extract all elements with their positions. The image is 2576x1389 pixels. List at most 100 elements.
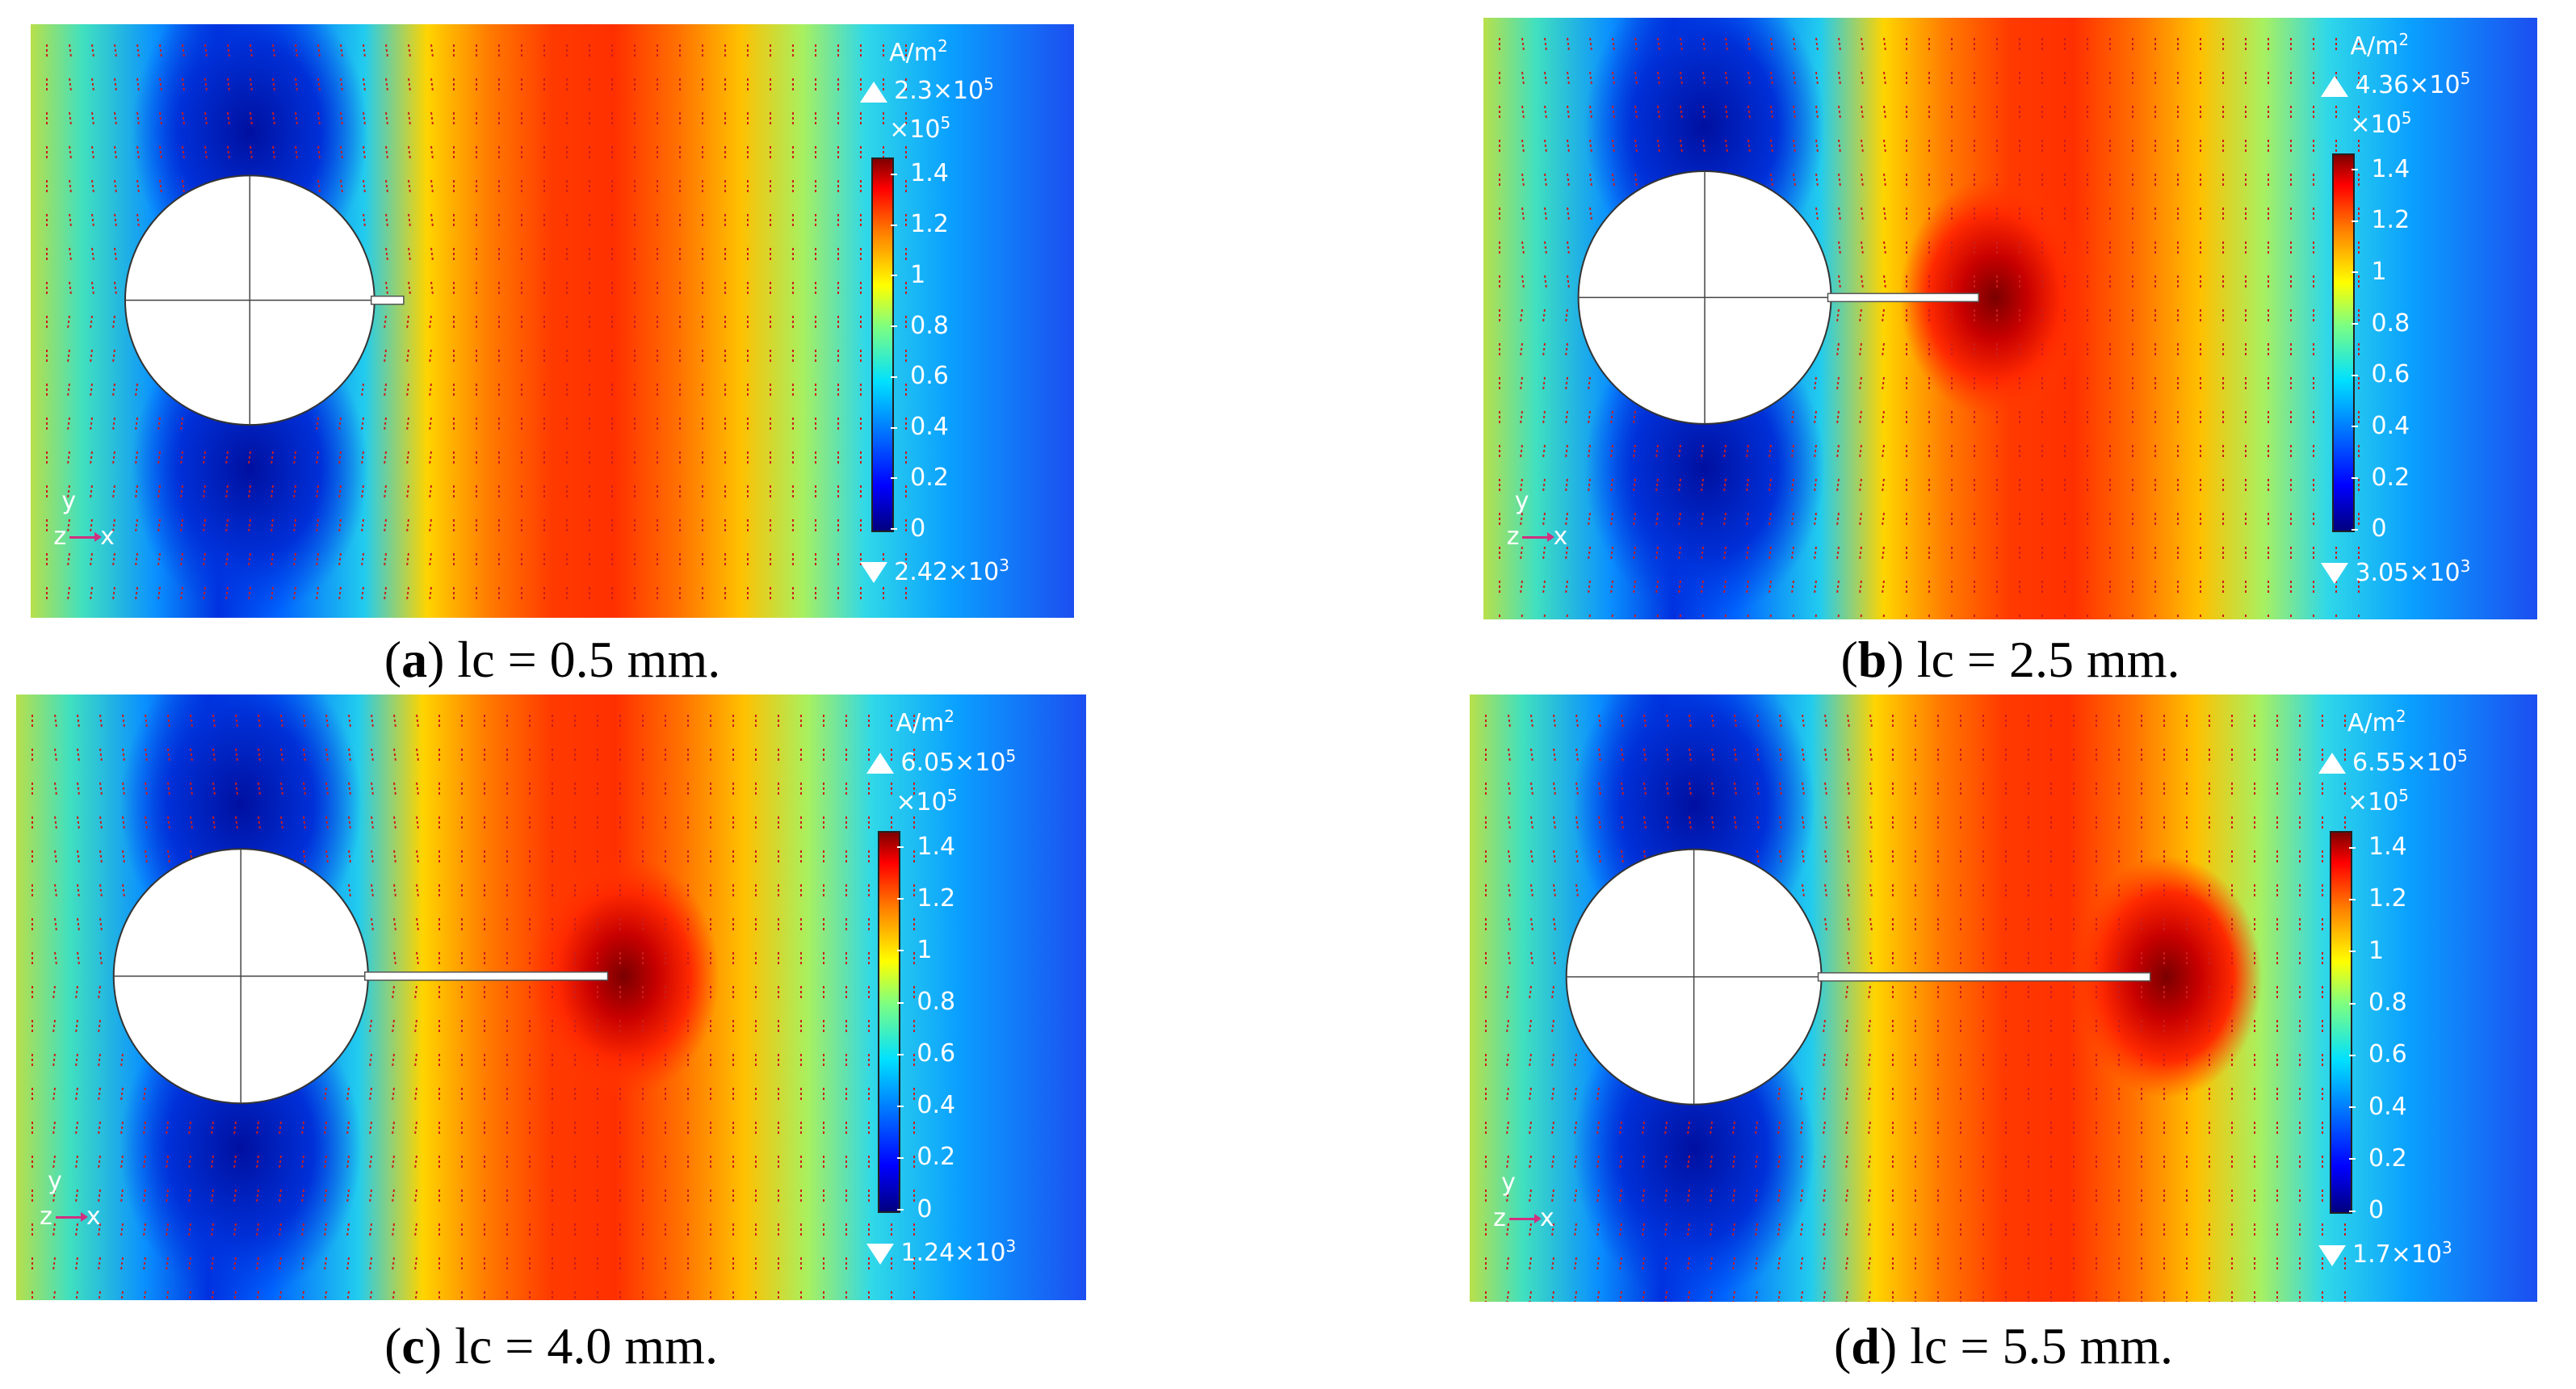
current-vector	[1882, 512, 1885, 527]
axis-y-label: y	[1514, 487, 1529, 516]
current-vector	[235, 782, 238, 796]
current-vector	[1777, 1155, 1781, 1169]
current-vector	[1506, 1087, 1509, 1102]
current-vector	[1701, 512, 1704, 527]
current-vector	[1747, 139, 1751, 153]
current-vector	[1529, 1257, 1532, 1271]
caption-c: (c) lc = 4.0 mm.	[384, 1317, 718, 1374]
current-vector	[279, 1257, 282, 1271]
colorbar-tick-label: 0.2	[891, 463, 949, 492]
colorbar-min-value: 1.24×103	[866, 1236, 1016, 1267]
current-vector	[75, 1189, 78, 1203]
colorbar-unit: A/m2	[896, 707, 954, 737]
current-vector	[1530, 850, 1533, 864]
current-vector	[190, 714, 193, 728]
current-vector	[1567, 37, 1570, 52]
current-vector	[159, 179, 162, 194]
current-vector	[143, 1121, 146, 1135]
current-vector	[1544, 241, 1547, 255]
current-vector	[258, 782, 261, 796]
current-vector	[250, 44, 253, 58]
current-vector	[363, 78, 366, 92]
current-vector	[52, 1290, 56, 1300]
current-vector	[52, 985, 56, 1000]
current-vector	[361, 383, 364, 397]
current-vector	[1860, 614, 1862, 619]
current-vector	[67, 417, 70, 431]
current-vector	[1542, 580, 1546, 594]
current-vector	[406, 349, 409, 363]
current-vector	[303, 782, 306, 796]
current-vector	[99, 850, 103, 864]
current-vector	[371, 883, 374, 898]
current-vector	[1643, 816, 1647, 830]
current-vector	[1633, 580, 1636, 594]
current-vector	[112, 586, 115, 601]
current-vector	[1824, 816, 1827, 830]
field-plot-b: A/m2 4.36×105 ×105 1.4 1.2 1 0.8 0.6 0.4 0.2 0 3.05…	[1483, 18, 2537, 619]
axis-z-label: z	[40, 1202, 52, 1231]
current-vector	[1567, 139, 1570, 153]
current-vector	[416, 951, 419, 966]
current-vector	[211, 1290, 214, 1300]
current-vector	[392, 1257, 395, 1271]
current-vector	[1574, 1189, 1577, 1203]
current-vector	[384, 451, 387, 465]
current-vector	[1542, 478, 1546, 493]
current-vector	[1723, 546, 1726, 560]
current-vector	[1596, 1257, 1600, 1271]
current-vector	[1723, 444, 1726, 459]
current-vector	[416, 883, 419, 898]
current-vector	[145, 714, 148, 728]
current-vector	[1612, 139, 1615, 153]
current-vector	[369, 1257, 372, 1271]
colorbar-min-value: 1.7×103	[2318, 1238, 2452, 1269]
current-vector	[190, 816, 193, 830]
current-vector	[279, 1290, 282, 1300]
current-vector	[145, 782, 148, 796]
current-vector	[361, 518, 364, 533]
current-vector	[1883, 173, 1886, 187]
current-vector	[348, 816, 351, 830]
current-vector	[1508, 917, 1511, 932]
current-vector	[233, 1189, 237, 1203]
current-vector	[385, 247, 388, 262]
current-vector	[1824, 917, 1827, 932]
colorbar-tick-label: 1.4	[2349, 833, 2407, 862]
current-vector	[211, 1223, 214, 1237]
colorbar-tick-label: 1	[897, 935, 933, 964]
current-vector	[340, 179, 343, 194]
current-vector	[1553, 883, 1556, 898]
current-vector	[346, 1257, 350, 1271]
current-vector	[1791, 444, 1794, 459]
current-vector	[180, 518, 183, 533]
current-vector	[54, 782, 57, 796]
current-vector	[1553, 951, 1556, 966]
colorbar-scale-factor: ×105	[889, 113, 951, 145]
crack-tip-hotspot	[528, 855, 720, 1097]
current-vector	[204, 145, 208, 160]
current-vector	[67, 552, 70, 567]
current-vector	[348, 714, 351, 728]
current-vector	[1680, 37, 1683, 52]
current-vector	[303, 714, 306, 728]
current-vector	[75, 1019, 78, 1034]
current-vector	[1836, 444, 1840, 459]
current-vector	[1868, 1053, 1871, 1068]
current-vector	[408, 213, 411, 228]
current-vector	[136, 213, 140, 228]
current-vector	[1596, 1290, 1600, 1302]
axis-y-label: y	[61, 487, 77, 516]
current-vector	[1777, 1257, 1781, 1271]
current-vector	[429, 518, 432, 533]
current-vector	[143, 1189, 146, 1203]
current-vector	[1755, 1189, 1758, 1203]
colorbar-tick-label: 0.2	[897, 1143, 956, 1172]
current-vector	[1732, 1121, 1735, 1135]
current-vector	[1847, 883, 1850, 898]
current-vector	[1861, 275, 1864, 289]
current-vector	[1664, 1155, 1668, 1169]
current-vector	[91, 111, 94, 126]
current-vector	[256, 1155, 259, 1169]
current-vectors	[31, 714, 915, 1300]
